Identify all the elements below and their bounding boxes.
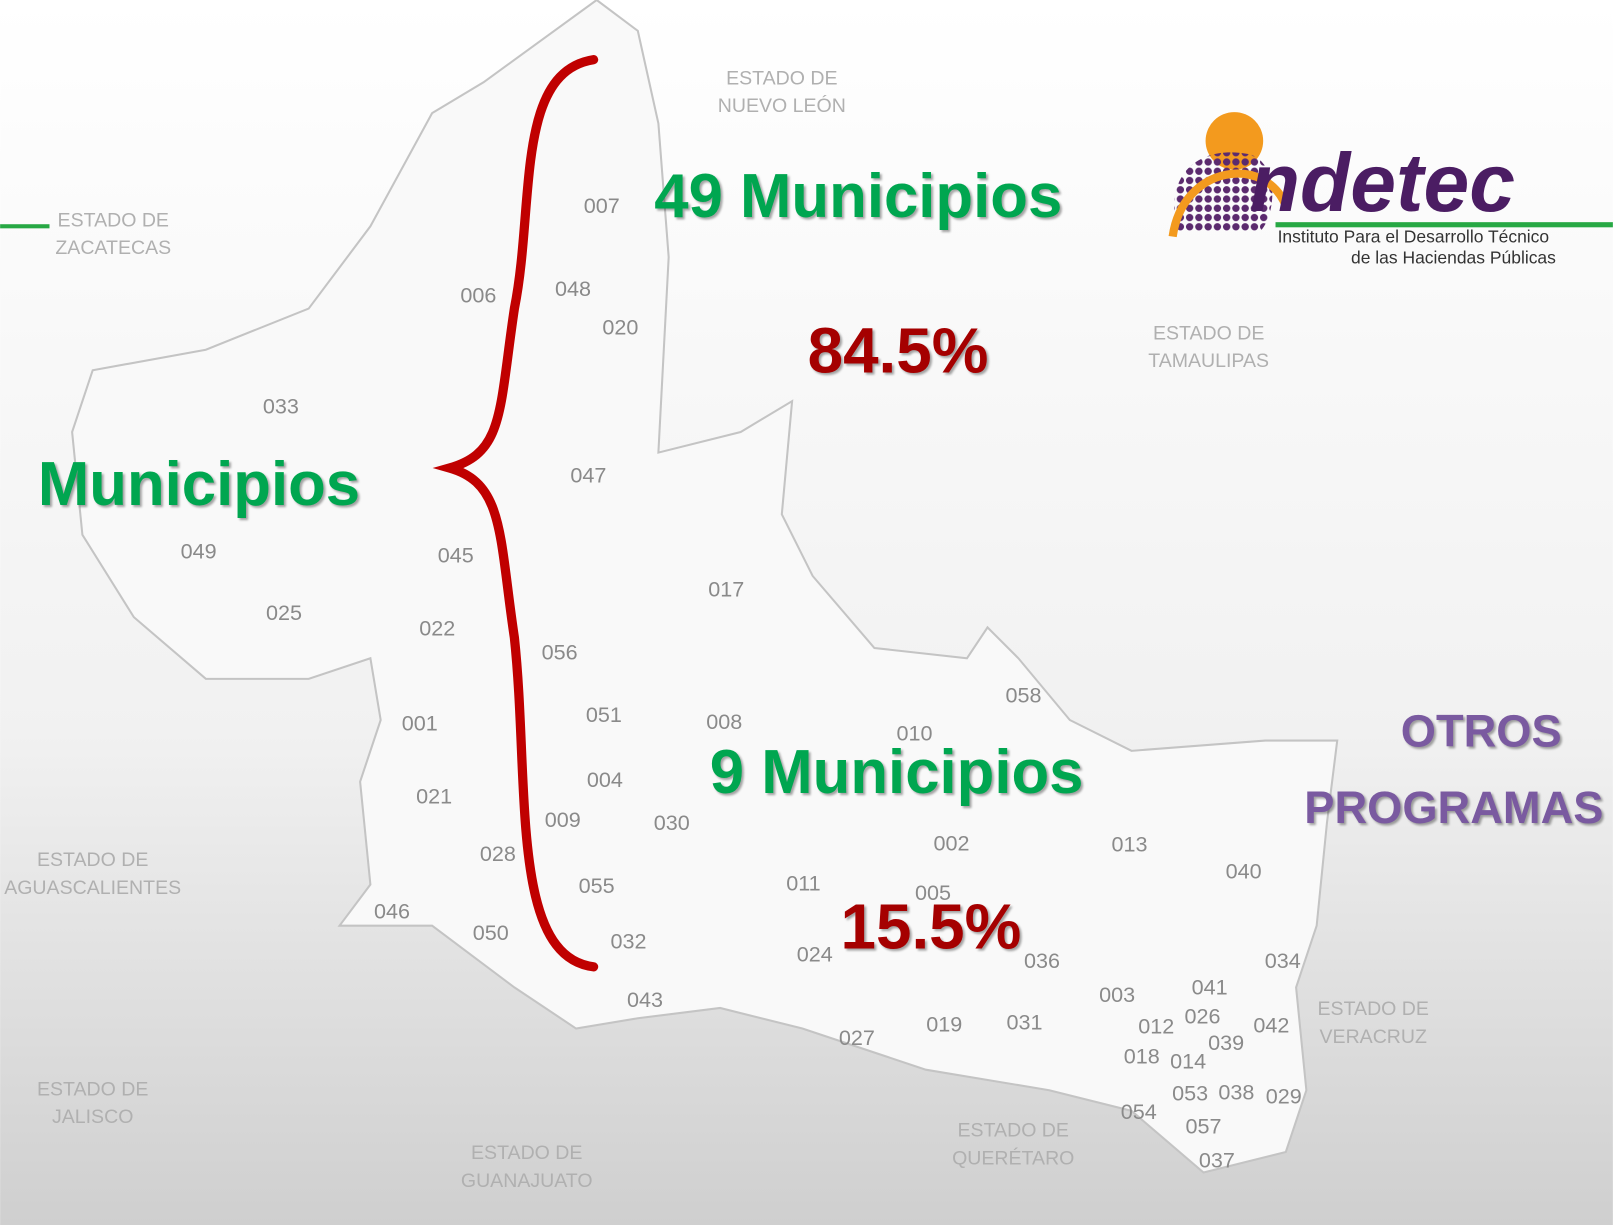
municipality-code: 020 xyxy=(602,314,638,339)
state-label: TAMAULIPAS xyxy=(1148,350,1269,372)
logo-swoosh xyxy=(1168,169,1290,238)
municipality-code: 041 xyxy=(1192,975,1228,1000)
municipality-code: 010 xyxy=(896,721,932,746)
municipality-code: 009 xyxy=(545,807,581,832)
municipality-code: 051 xyxy=(586,702,622,727)
logo-wordmark: ndetec xyxy=(1250,138,1515,229)
other-programs: PROGRAMAS xyxy=(1304,782,1603,833)
municipality-code: 046 xyxy=(374,898,410,923)
state-label: AGUASCALIENTES xyxy=(4,877,181,899)
municipality-code: 036 xyxy=(1024,948,1060,973)
municipality-code: 012 xyxy=(1138,1014,1174,1039)
municipality-code: 022 xyxy=(419,616,455,641)
municipality-code: 001 xyxy=(402,710,438,735)
municipality-code: 019 xyxy=(926,1012,962,1037)
municipality-code: 043 xyxy=(627,987,663,1012)
state-label: ESTADO DE xyxy=(1153,322,1264,344)
municipality-code: 028 xyxy=(480,841,516,866)
group-count: 49 Municipios xyxy=(654,162,1062,231)
municipality-code: 050 xyxy=(473,920,509,945)
municipality-code: 048 xyxy=(555,276,591,301)
municipality-code: 032 xyxy=(611,928,647,953)
state-label: NUEVO LEÓN xyxy=(718,94,846,117)
group-share: 15.5% xyxy=(841,890,1022,962)
state-label: ESTADO DE xyxy=(958,1120,1069,1142)
municipality-code: 038 xyxy=(1218,1080,1254,1105)
municipality-code: 006 xyxy=(460,282,496,307)
municipality-code: 002 xyxy=(934,831,970,856)
accent-line xyxy=(0,224,50,229)
municipality-code: 018 xyxy=(1124,1044,1160,1069)
group-count: 9 Municipios xyxy=(710,738,1084,807)
municipality-code: 013 xyxy=(1111,832,1147,857)
state-label: ESTADO DE xyxy=(37,1078,148,1100)
municipality-code: 004 xyxy=(587,767,623,792)
municipality-code: 049 xyxy=(181,539,217,564)
municipality-code: 014 xyxy=(1170,1049,1206,1074)
state-label: ESTADO DE xyxy=(471,1142,582,1164)
municipality-code: 058 xyxy=(1006,682,1042,707)
municipality-code: 008 xyxy=(706,709,742,734)
logo-line: Instituto Para el Desarrollo Técnico xyxy=(1278,227,1550,247)
municipality-code: 005 xyxy=(915,880,951,905)
municipality-code: 047 xyxy=(570,462,606,487)
municipality-code: 042 xyxy=(1253,1013,1289,1038)
brace xyxy=(432,55,599,972)
municipality-code: 007 xyxy=(584,193,620,218)
municipality-code: 030 xyxy=(654,810,690,835)
map-outline xyxy=(71,0,1339,1174)
municipality-code: 034 xyxy=(1265,948,1301,973)
municipality-code: 027 xyxy=(839,1025,875,1050)
state-label: VERACRUZ xyxy=(1320,1026,1428,1048)
municipality-code: 029 xyxy=(1266,1084,1302,1109)
municipality-code: 024 xyxy=(797,942,833,967)
municipality-code: 026 xyxy=(1184,1003,1220,1028)
municipality-code: 031 xyxy=(1007,1010,1043,1035)
municipality-code: 055 xyxy=(579,873,615,898)
municipality-code: 003 xyxy=(1099,982,1135,1007)
municipality-code: 045 xyxy=(438,543,474,568)
municipality-code: 056 xyxy=(542,639,578,664)
logo-bar xyxy=(1275,222,1613,228)
group-label: Municipios xyxy=(38,450,360,519)
municipality-code: 057 xyxy=(1186,1113,1222,1138)
state-label: ESTADO DE xyxy=(37,849,148,871)
state-label: QUERÉTARO xyxy=(952,1146,1074,1169)
municipality-code: 039 xyxy=(1208,1030,1244,1055)
group-share: 84.5% xyxy=(808,314,989,386)
state-label: ESTADO DE xyxy=(1318,998,1429,1020)
municipality-code: 011 xyxy=(786,871,820,896)
logo-line: de las Haciendas Públicas xyxy=(1351,247,1556,267)
municipality-code: 021 xyxy=(416,783,452,808)
state-label: ESTADO DE xyxy=(58,209,169,231)
municipality-code: 017 xyxy=(708,577,744,602)
municipality-code: 033 xyxy=(263,393,299,418)
municipality-code: 040 xyxy=(1226,858,1262,883)
state-label: JALISCO xyxy=(52,1106,133,1128)
municipality-code: 025 xyxy=(266,600,302,625)
municipality-code: 037 xyxy=(1199,1147,1235,1172)
state-label: GUANAJUATO xyxy=(461,1170,593,1192)
municipality-code: 053 xyxy=(1172,1081,1208,1106)
state-label: ZACATECAS xyxy=(55,237,171,259)
state-label: ESTADO DE xyxy=(726,67,837,89)
other-programs: OTROS xyxy=(1401,706,1562,757)
municipality-code: 054 xyxy=(1121,1099,1157,1124)
